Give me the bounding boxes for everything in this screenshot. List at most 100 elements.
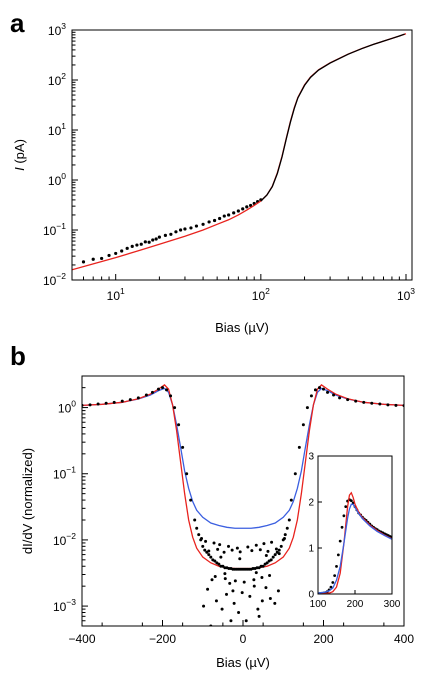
panel-b-series-2-point	[254, 543, 258, 547]
panel-b-series-2-point	[219, 555, 223, 559]
panel-a-series-0-point	[201, 222, 205, 226]
panel-a-y-tick-label-base: 10	[48, 24, 62, 38]
panel-a-series-0-point	[114, 251, 118, 256]
panel-a-y-tick-label-exponent: −2	[56, 271, 66, 281]
panel-b-series-2-point	[248, 594, 252, 598]
panel-b-series-2-point	[235, 546, 239, 550]
panel-b-series-2-point	[279, 544, 283, 548]
inset-series-1-line	[318, 491, 392, 594]
inset-series-0-point	[329, 585, 333, 589]
panel-a-y-tick-label-base: 10	[48, 174, 62, 188]
panel-b-series-2-point	[185, 472, 189, 476]
panel-b-y-tick-label-base: 10	[53, 534, 67, 548]
panel-b-series-2-point	[261, 564, 265, 568]
panel-b-series-2-point	[216, 547, 220, 551]
panel-b-series-2-point	[213, 574, 217, 578]
inset-x-ticks: 100 200 300	[310, 590, 401, 610]
inset-series-0-point	[349, 499, 353, 503]
panel-a-x-tick-label-exponent: 2	[265, 286, 270, 296]
panel-b-series-2-point	[218, 543, 222, 547]
inset-series-0-point	[340, 525, 344, 529]
panel-a-x-axis-label: Bias (µV)	[215, 320, 269, 335]
panel-a-series-0-point	[183, 227, 187, 231]
panel-b-series-2-point	[230, 548, 234, 552]
panel-b-series-2-point	[254, 571, 258, 575]
panel-b-series-2-point	[88, 403, 92, 407]
panel-b-series-2-point	[195, 526, 199, 530]
panel-a-letter: a	[10, 8, 25, 38]
panel-b-series-2-point	[317, 386, 321, 390]
inset-series-0-point	[333, 574, 337, 577]
panel-b-series-2-point	[260, 576, 264, 580]
panel-b-series-2-point	[225, 592, 228, 596]
panel-a-y-tick-label-exponent: 0	[61, 171, 66, 181]
inset-series-0-point	[342, 514, 346, 518]
panel-b-series-2-point	[207, 553, 211, 557]
panel-b-series-2-point	[240, 591, 244, 595]
panel-b-series-2-point	[273, 553, 277, 557]
panel-b-series-2-point	[144, 393, 148, 397]
inset-series-2-line	[318, 503, 392, 594]
panel-b-series-2-point	[193, 518, 197, 522]
panel-b-x-tick-label: −400	[68, 632, 95, 646]
panel-b-x-tick-label: 0	[240, 632, 247, 646]
inset-x-tick-label: 300	[384, 599, 401, 610]
panel-b-y-tick-label-base: 10	[58, 402, 72, 416]
panel-a-series-0-point	[227, 213, 231, 217]
panel-a-frame	[71, 29, 413, 281]
panel-a-series-0-point	[81, 260, 86, 264]
panel-b-x-tick-label: −200	[149, 632, 176, 646]
panel-b-y-tick-label: 10−1	[53, 465, 76, 482]
panel-b-series-2-point	[212, 541, 216, 545]
panel-b-series-2-point	[258, 548, 262, 552]
panel-b-series-2-point	[156, 387, 160, 391]
panel-b-series-2-point	[252, 584, 256, 588]
panel-a-y-tick-label-exponent: 1	[61, 121, 66, 131]
panel-b-series-2-point	[252, 578, 256, 582]
inset-plot-area	[318, 491, 392, 594]
panel-b-series-2-point	[203, 548, 207, 552]
panel-b-series-2-point	[173, 406, 177, 410]
panel-b-series-2-point	[394, 403, 398, 407]
panel-a-y-axis-label: I (pA)	[12, 139, 27, 171]
panel-a-series-0-point	[222, 214, 226, 218]
panel-a-series-0-point	[207, 220, 211, 224]
panel-b-series-2-point	[354, 399, 358, 403]
panel-a-y-axis-label-symbol: I	[12, 167, 27, 171]
panel-b-series-2-point	[246, 545, 250, 549]
panel-b-series-2-point	[301, 423, 305, 427]
panel-a-series-0-point	[157, 235, 161, 239]
panel-b-series-2-point	[283, 533, 287, 537]
panel-b-series-2-point	[242, 580, 246, 584]
panel-b-series-2-point	[346, 398, 350, 402]
panel-b-series-2-point	[338, 396, 342, 400]
panel-a-series-0-point	[154, 237, 158, 241]
panel-b-series-2-point	[229, 619, 233, 623]
panel-b-y-tick-label-base: 10	[53, 468, 67, 482]
panel-b-series-2-point	[200, 537, 204, 541]
panel-b-series-2-point	[273, 601, 277, 605]
panel-b-series-2-point	[227, 544, 231, 548]
panel-b-series-2-point	[276, 589, 280, 593]
panel-a-series-0-point	[163, 233, 167, 237]
panel-b-series-2-point	[268, 597, 272, 601]
panel-b-series-2-point	[257, 614, 261, 618]
panel-a-y-tick-label-base: 10	[43, 224, 57, 238]
panel-a-series-0-point	[147, 240, 151, 244]
inset-series-0-point	[338, 539, 342, 543]
panel-b-series-2-point	[233, 579, 237, 583]
panel-a-series-0-point	[100, 256, 104, 261]
panel-b-series-2-point	[120, 399, 124, 403]
panel-a-series-0-point	[236, 209, 240, 213]
panel-b-series-2-point	[104, 401, 108, 405]
panel-b-series-2-point	[177, 423, 181, 427]
panel-b-y-tick-label: 10−2	[53, 531, 76, 548]
panel-b-series-2-point	[96, 402, 100, 406]
panel-b-series-2-point	[197, 533, 201, 537]
panel-a-y-tick-label: 10−1	[43, 221, 66, 238]
panel-b-series-2-point	[264, 554, 268, 558]
panel-b-series-2-point	[268, 573, 272, 577]
